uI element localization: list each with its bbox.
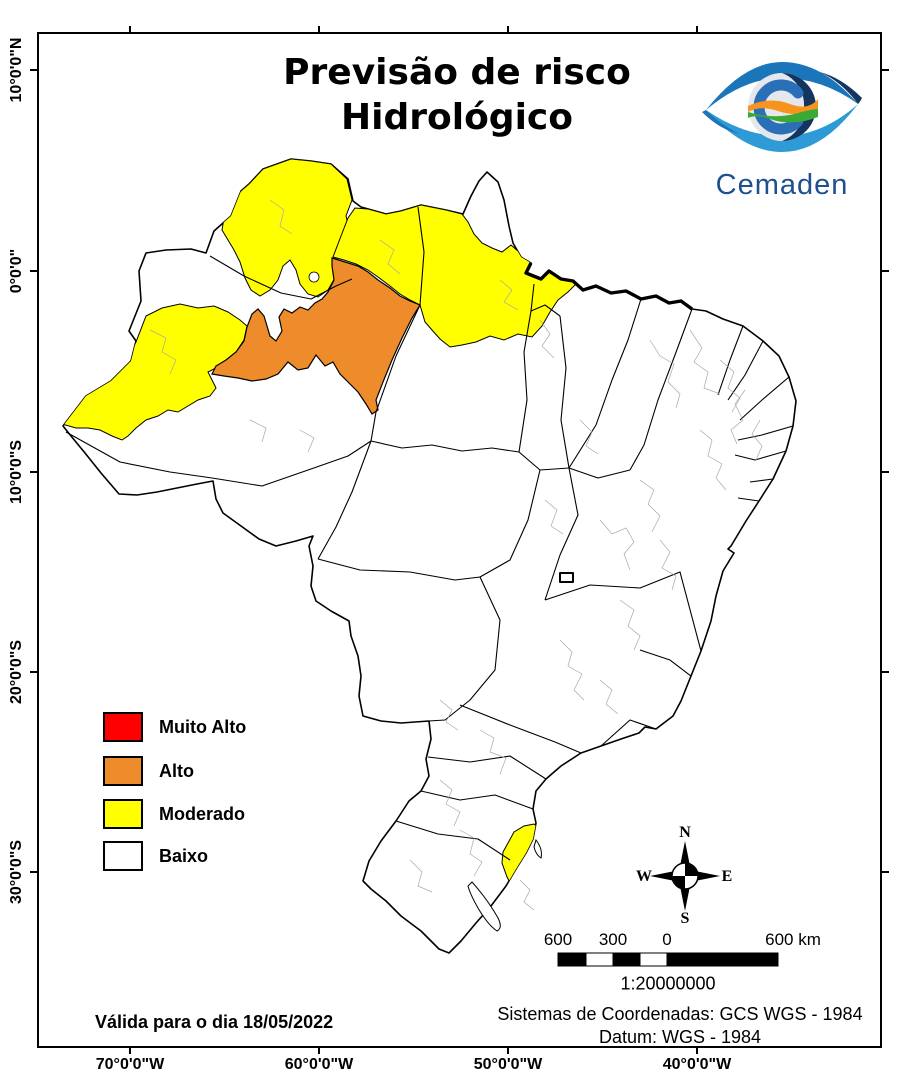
datum-line: Datum: WGS - 1984 <box>598 1027 762 1047</box>
cemaden-eye-icon <box>702 62 862 152</box>
scale-label-600-right: 600 km <box>765 930 821 949</box>
compass-s-label: S <box>680 910 690 927</box>
map-title-line1: Previsão de risco <box>283 52 631 93</box>
lon-label-40w: 40°0'0"W <box>662 1056 732 1073</box>
legend-item-baixo: Baixo <box>103 841 208 871</box>
legend-label-baixo: Baixo <box>159 845 209 866</box>
map-frame <box>30 26 889 1054</box>
lon-label-50w: 50°0'0"W <box>473 1056 543 1073</box>
scale-label-600-left: 600 <box>543 930 573 949</box>
lat-label-10s: 10°0'0"S <box>8 439 25 505</box>
validity-date: Válida para o dia 18/05/2022 <box>95 1012 334 1032</box>
lat-label-30s: 30°0'0"S <box>8 839 25 905</box>
coordinate-system-note: Sistemas de Coordenadas: GCS WGS - 1984 … <box>497 1003 862 1049</box>
legend-label-alto: Alto <box>159 760 194 781</box>
lat-label-10n: 10°0'0"N <box>8 37 25 103</box>
map-hole <box>308 271 320 283</box>
cemaden-logo: Cemaden <box>692 52 872 202</box>
lagoa-dos-patos <box>467 881 501 932</box>
map-title: Previsão de risco Hidrológico <box>283 50 631 140</box>
scale-label-300: 300 <box>598 930 628 949</box>
legend-label-muito-alto: Muito Alto <box>159 716 247 737</box>
cemaden-logo-text: Cemaden <box>715 169 849 201</box>
compass-e-label: E <box>721 868 733 885</box>
legend-item-alto: Alto <box>103 756 194 786</box>
lon-label-70w: 70°0'0"W <box>95 1056 165 1073</box>
risk-area-moderado-north-para <box>332 204 578 348</box>
legend-item-moderado: Moderado <box>103 799 245 829</box>
compass-rose <box>650 841 720 911</box>
scale-ratio: 1:20000000 <box>620 973 716 994</box>
legend-swatch-muito-alto <box>103 712 143 742</box>
map-title-line2: Hidrológico <box>341 97 573 138</box>
legend-swatch-baixo <box>103 841 143 871</box>
legend-swatch-alto <box>103 756 143 786</box>
amazon-mouth-coast <box>524 262 693 311</box>
legend-label-moderado: Moderado <box>159 803 246 824</box>
scale-label-0: 0 <box>662 930 672 949</box>
lat-label-20s: 20°0'0"S <box>8 639 25 705</box>
coordinate-system-line: Sistemas de Coordenadas: GCS WGS - 1984 <box>497 1004 863 1024</box>
florianopolis-island <box>533 838 542 859</box>
state-boundaries <box>65 206 794 861</box>
risk-area-alto-central-amazonas <box>211 257 421 415</box>
lon-label-60w: 60°0'0"W <box>284 1056 354 1073</box>
lat-label-0: 0°0'0" <box>8 248 25 294</box>
compass-w-label: W <box>636 868 652 885</box>
municipal-boundaries <box>149 199 763 911</box>
legend-item-muito-alto: Muito Alto <box>103 712 246 742</box>
legend-swatch-moderado <box>103 799 143 829</box>
scale-bar <box>557 952 779 967</box>
risk-area-moderado-roraima <box>221 159 353 298</box>
compass-n-label: N <box>679 824 691 841</box>
